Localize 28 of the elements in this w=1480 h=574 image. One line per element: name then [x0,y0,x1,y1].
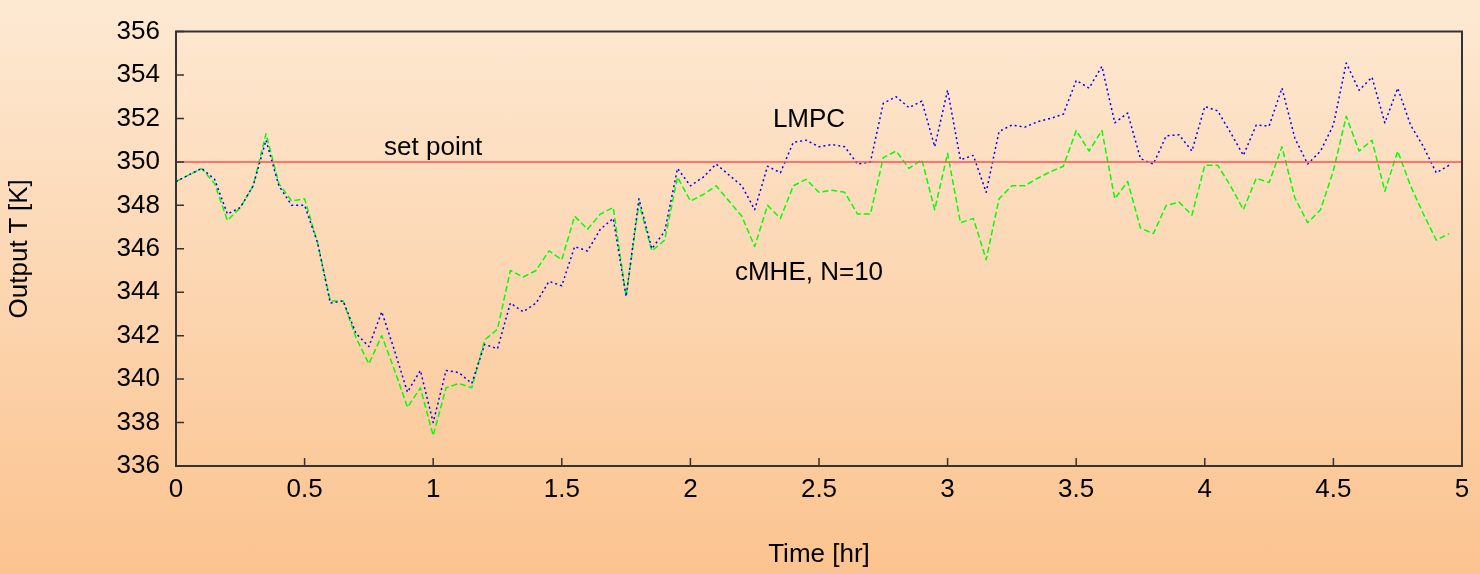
series-label: LMPC [772,102,846,133]
x-tick-label: 3.5 [1058,472,1095,503]
x-tick-label: 3 [940,472,955,503]
x-axis-title: Time [hr] [768,537,870,568]
x-tick-label: 2.5 [800,472,838,503]
y-tick-label: 342 [116,318,160,349]
x-tick-label: 0.5 [286,472,323,503]
x-tick-label: 0 [168,472,184,503]
y-tick-label: 340 [116,362,160,393]
series-label: cMHE, N=10 [734,256,884,287]
line-series [176,62,1450,424]
y-tick-label: 346 [116,231,160,262]
y-tick-label: 348 [116,188,160,219]
ref-line-label: set point [384,131,484,162]
x-tick-label: 4.5 [1315,472,1352,503]
x-tick-label: 2 [683,472,698,503]
y-tick-label: 350 [116,145,160,176]
x-tick-label: 1 [425,472,441,503]
y-tick-label: 354 [116,58,160,89]
y-tick-label: 356 [116,14,160,45]
y-tick-label: 336 [116,449,160,480]
y-tick-label: 344 [116,275,160,306]
x-tick-label: 4 [1197,472,1213,503]
y-tick-label: 338 [116,405,160,436]
y-tick-label: 352 [116,101,160,132]
x-tick-label: 1.5 [543,472,580,503]
y-axis-title: Output T [K] [2,179,33,319]
x-tick-label: 5 [1454,472,1470,503]
